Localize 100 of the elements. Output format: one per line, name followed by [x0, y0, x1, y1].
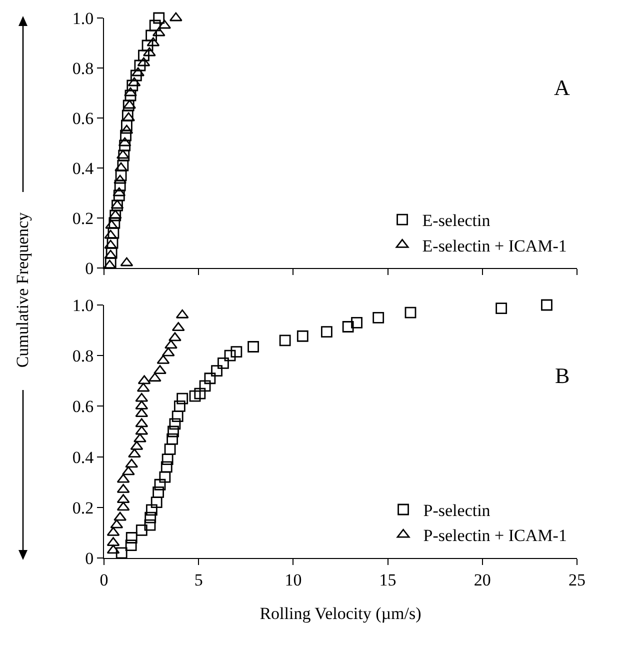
point [230, 346, 242, 358]
point [110, 200, 124, 209]
point [116, 494, 130, 504]
point [199, 380, 211, 392]
point [169, 12, 182, 22]
point [123, 100, 136, 109]
point [351, 317, 362, 328]
point [144, 519, 156, 531]
point [541, 299, 552, 311]
y-tick-label: 0.2 [72, 498, 94, 518]
point [148, 372, 162, 382]
annotation: B [555, 363, 570, 388]
point [149, 20, 161, 32]
point [106, 247, 118, 259]
point [174, 400, 186, 412]
y-tick-label: 0.6 [72, 397, 94, 416]
point [142, 47, 156, 56]
point [172, 410, 184, 422]
point [158, 20, 172, 29]
point [116, 547, 128, 559]
point [296, 330, 308, 342]
point [146, 37, 160, 46]
point [122, 110, 134, 122]
annotation: A [554, 75, 570, 100]
point [110, 210, 122, 222]
y-tick-label: 0.4 [72, 158, 94, 178]
point [162, 347, 175, 356]
y-tick-label: 1.0 [72, 296, 94, 315]
point [136, 524, 148, 536]
point [135, 426, 148, 435]
point [248, 341, 259, 352]
y-tick-label: 0.8 [72, 346, 94, 366]
point [496, 302, 508, 314]
x-tick-label: 20 [474, 570, 491, 590]
point [124, 90, 136, 102]
point [116, 150, 130, 159]
point [204, 372, 216, 384]
point [404, 306, 416, 318]
point [112, 187, 126, 196]
point [108, 210, 122, 219]
point [106, 537, 120, 546]
point [159, 471, 171, 483]
point [104, 230, 118, 239]
point [116, 484, 130, 493]
point [189, 390, 201, 402]
point [116, 474, 130, 483]
y-tick-label: 0.8 [72, 58, 94, 78]
point [122, 112, 136, 122]
point [154, 478, 166, 490]
point [126, 532, 138, 544]
point [124, 87, 137, 96]
point [114, 512, 127, 521]
point [115, 170, 127, 182]
point [121, 120, 132, 132]
y-tick-label: 0.6 [72, 108, 94, 128]
point [130, 70, 142, 82]
point [134, 60, 146, 72]
point [152, 486, 164, 498]
point [128, 77, 141, 86]
x-tick-label: 25 [568, 570, 586, 590]
point [146, 504, 158, 516]
point [153, 12, 165, 24]
point [104, 240, 118, 249]
point [108, 217, 120, 229]
point [122, 100, 134, 112]
point [118, 137, 132, 146]
point [194, 388, 206, 400]
point [160, 461, 172, 473]
point [135, 392, 148, 402]
point [132, 67, 145, 76]
point [120, 124, 134, 134]
legend-label: P-selectin + ICAM-1 [423, 526, 567, 546]
point [164, 340, 178, 349]
point [135, 418, 148, 428]
x-axis-title: Rolling Velocity (µm/s) [260, 604, 422, 623]
y-tick-label: 0.4 [72, 448, 94, 467]
y-tick-label: 0.2 [72, 208, 94, 228]
x-tick-label: 10 [284, 570, 302, 590]
point [136, 382, 150, 392]
point [144, 512, 156, 524]
point [125, 458, 138, 468]
legend-label: P-selectin [423, 501, 491, 520]
point [138, 375, 151, 384]
point [168, 332, 182, 342]
point [176, 309, 189, 318]
legend-label: E-selectin [422, 211, 491, 230]
point [137, 57, 150, 66]
point [104, 257, 116, 269]
point [108, 227, 120, 239]
point [211, 365, 222, 376]
point [164, 444, 176, 455]
point [138, 50, 150, 62]
point [104, 250, 118, 259]
point [130, 440, 144, 450]
point [168, 426, 179, 438]
point [103, 260, 116, 269]
point [114, 162, 128, 172]
point [106, 237, 118, 249]
x-tick-label: 5 [194, 570, 203, 590]
point [113, 190, 125, 202]
